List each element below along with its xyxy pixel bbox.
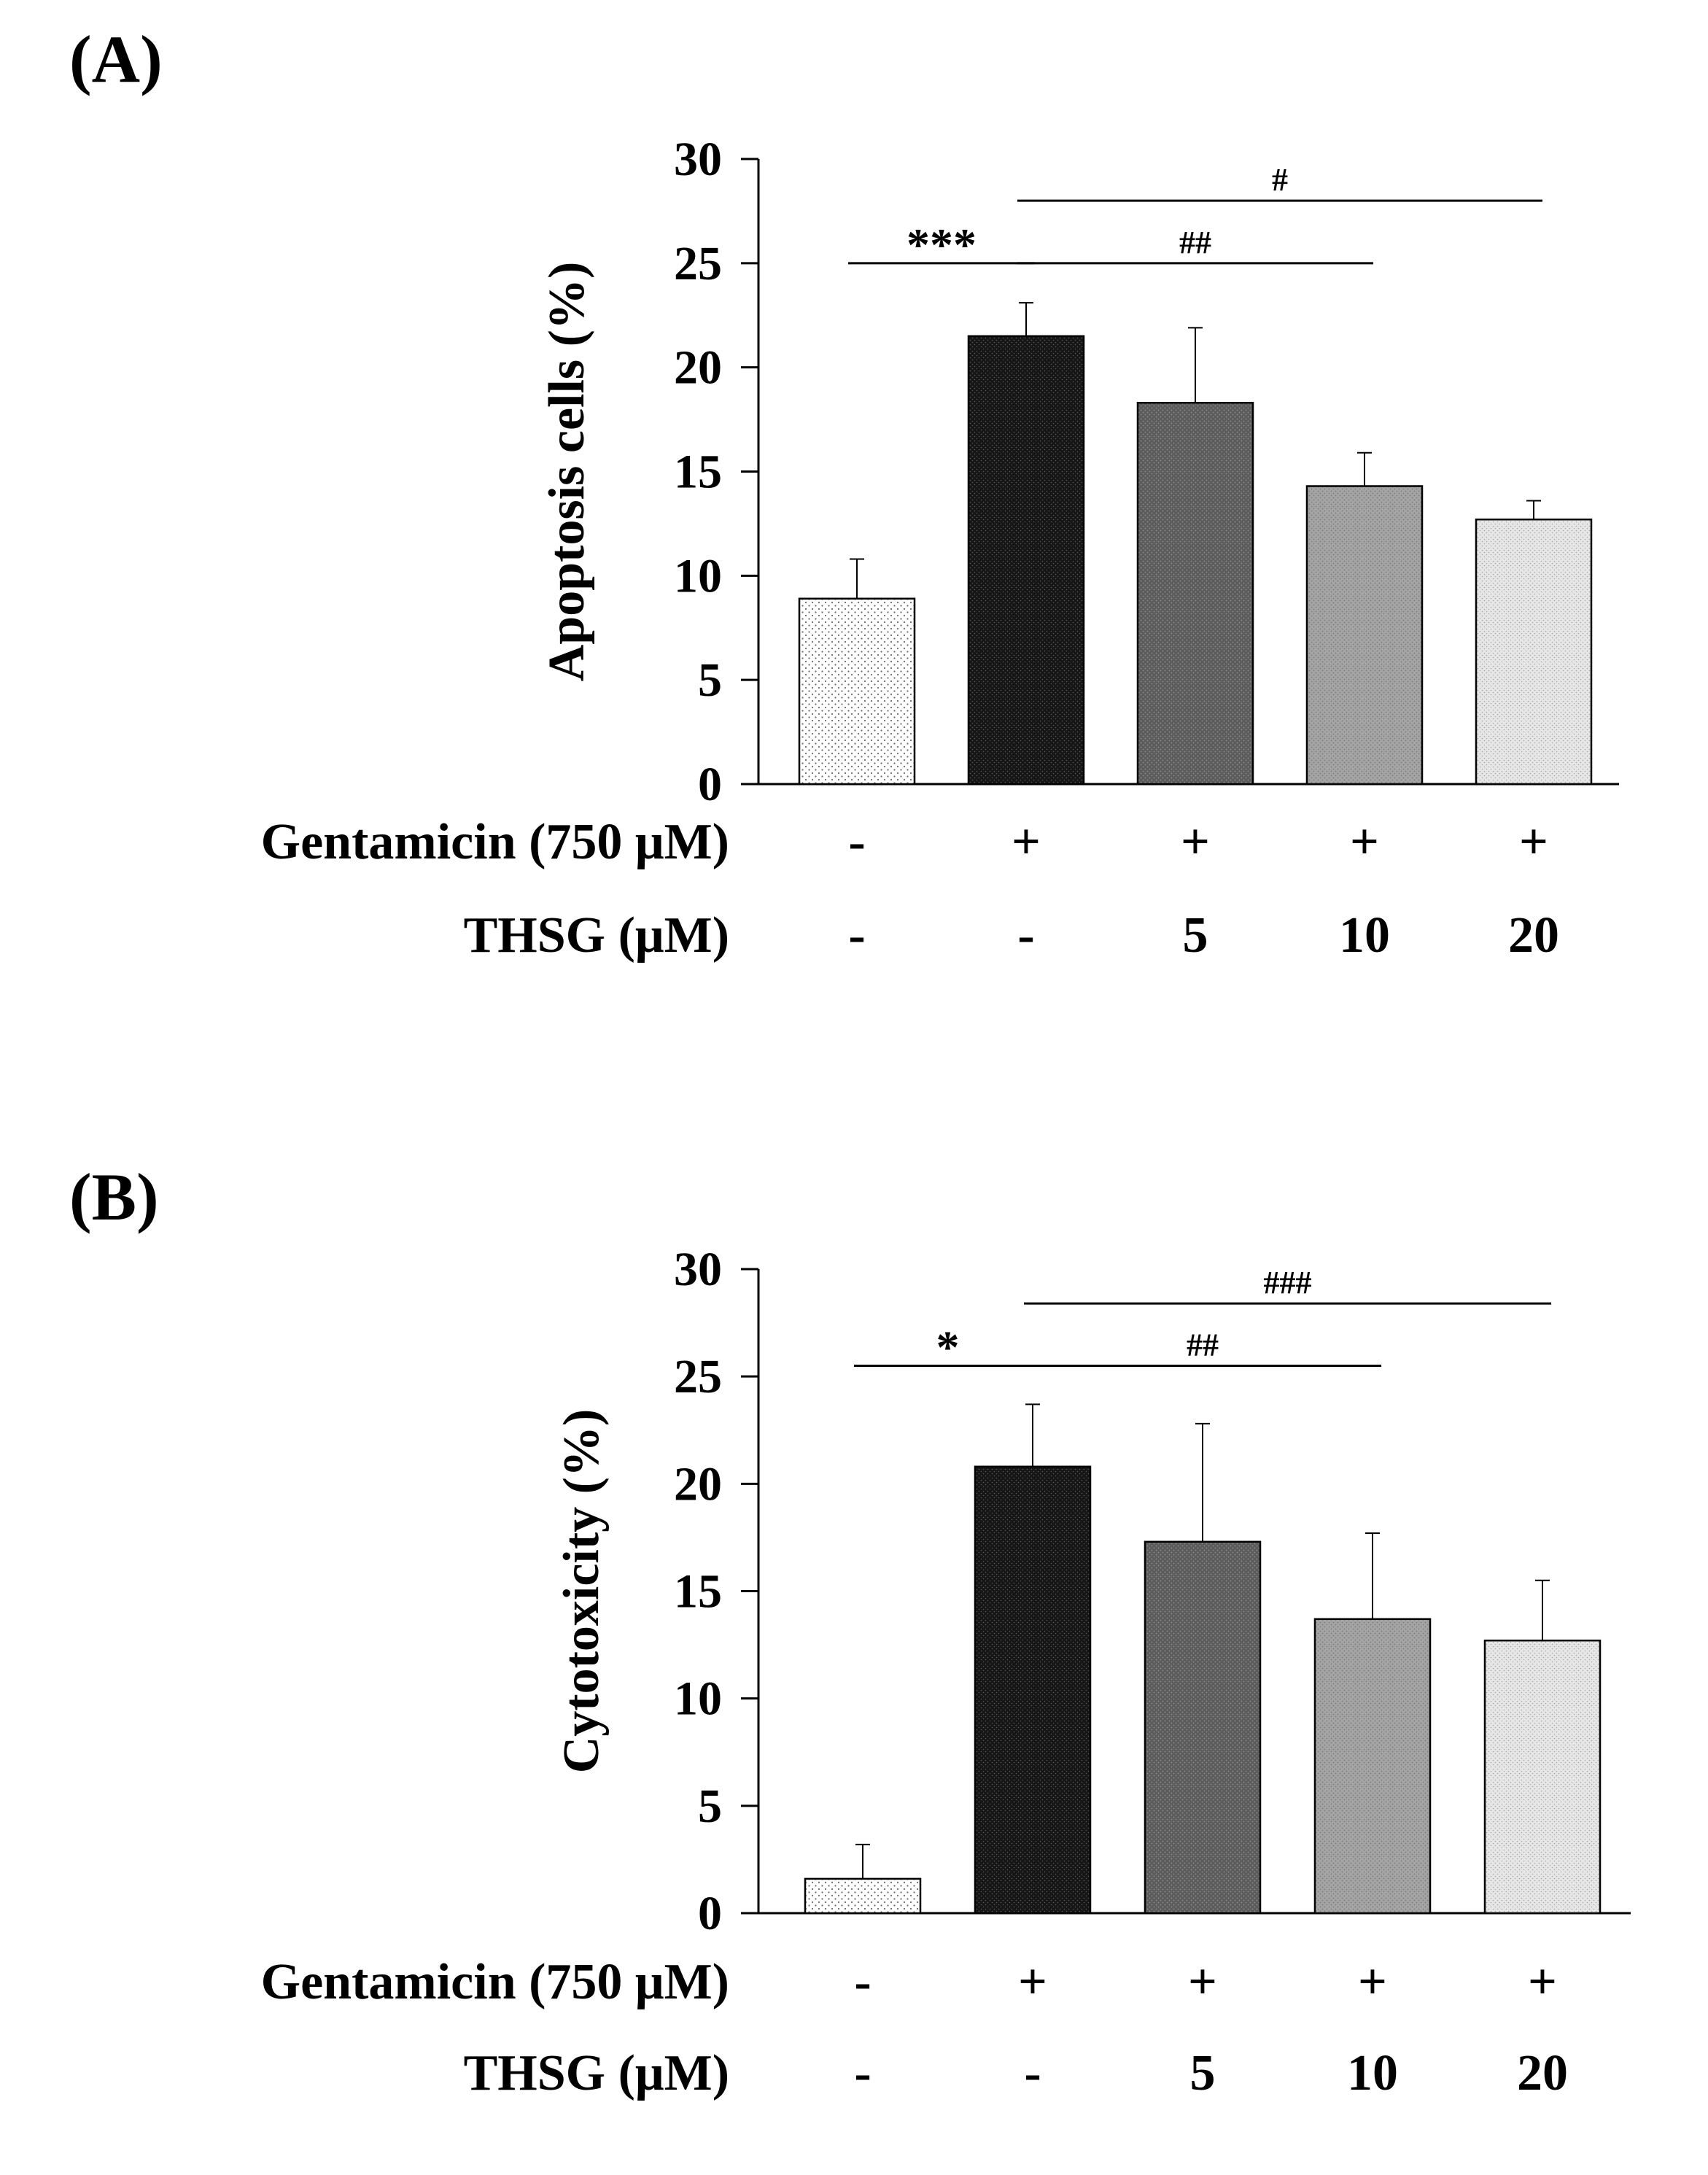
y-tick-label: 20 (674, 341, 722, 395)
bar (1483, 1639, 1602, 1915)
y-tick-label: 15 (674, 1565, 722, 1618)
y-tick-label: 25 (674, 1350, 722, 1403)
significance-label: ## (1179, 225, 1211, 260)
y-axis-label: Cytotoxicity (%) (554, 1409, 610, 1774)
condition-value: + (1188, 1954, 1217, 2010)
condition-value: - (854, 2045, 871, 2101)
condition-row-label: Gentamicin (750 μM) (261, 814, 729, 870)
condition-value: - (1024, 2045, 1041, 2101)
bar (798, 597, 916, 786)
y-tick-label: 20 (674, 1457, 722, 1511)
bar (1313, 1618, 1432, 1915)
bar (974, 1465, 1092, 1915)
condition-value: 10 (1347, 2045, 1398, 2101)
bar (1136, 401, 1254, 786)
y-tick-label: 10 (674, 1672, 722, 1726)
condition-value: + (1018, 1954, 1047, 2010)
bar (967, 335, 1085, 786)
panel-label: (B) (69, 1160, 159, 1234)
significance-label: * (936, 1321, 960, 1373)
condition-row-label: Gentamicin (750 μM) (261, 1954, 729, 2010)
condition-value: + (1350, 814, 1379, 870)
y-tick-label: 30 (674, 133, 722, 186)
y-tick-label: 0 (698, 1887, 722, 1940)
y-tick-label: 30 (674, 1243, 722, 1296)
condition-value: + (1012, 814, 1041, 870)
y-tick-label: 15 (674, 446, 722, 499)
y-tick-label: 10 (674, 549, 722, 602)
y-tick-label: 5 (698, 654, 722, 707)
condition-value: + (1528, 1954, 1557, 2010)
y-axis-label: Apoptosis cells (%) (539, 262, 595, 682)
condition-value: 5 (1190, 2045, 1216, 2101)
condition-value: 10 (1339, 907, 1390, 964)
condition-value: + (1181, 814, 1210, 870)
y-tick-label: 0 (698, 758, 722, 811)
significance-label: ## (1187, 1327, 1219, 1362)
bar (1305, 485, 1424, 786)
significance-label: ### (1264, 1265, 1312, 1300)
panel-label: (A) (69, 22, 163, 96)
significance-label: *** (907, 219, 977, 271)
y-tick-label: 5 (698, 1780, 722, 1833)
condition-value: 20 (1517, 2045, 1568, 2101)
condition-row-label: THSG (μM) (464, 907, 729, 964)
bar (1475, 518, 1593, 786)
condition-value: 20 (1508, 907, 1559, 964)
condition-row-label: THSG (μM) (464, 2045, 729, 2101)
bar (1144, 1540, 1262, 1915)
condition-value: + (1358, 1954, 1387, 2010)
significance-label: # (1272, 162, 1288, 198)
condition-value: + (1519, 814, 1548, 870)
bar (804, 1877, 922, 1915)
y-tick-label: 25 (674, 237, 722, 290)
condition-value: 5 (1183, 907, 1208, 964)
condition-value: - (854, 1954, 871, 2010)
condition-value: - (848, 814, 865, 870)
condition-value: - (848, 907, 865, 964)
condition-value: - (1017, 907, 1034, 964)
